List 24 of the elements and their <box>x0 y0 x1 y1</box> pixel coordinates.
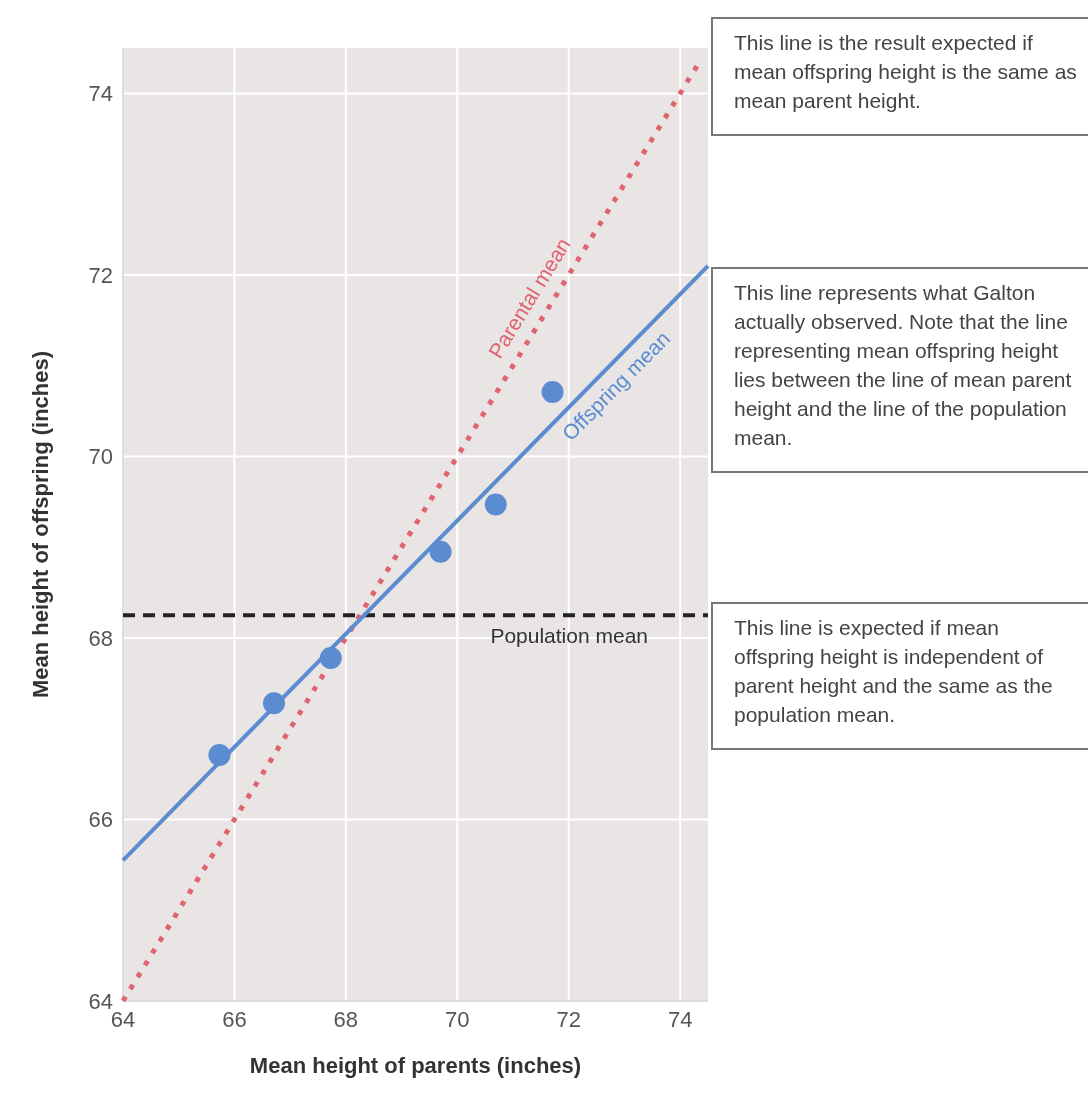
point <box>262 692 285 715</box>
ref-line-label: Population mean <box>490 624 648 648</box>
text: This line is the result expected if mean offspring height is the same as mean parent height. <box>734 31 1077 112</box>
y-tick-label: 64 <box>88 989 113 1014</box>
point <box>208 744 231 767</box>
x-tick-label: 72 <box>556 1007 581 1032</box>
y-tick-label: 72 <box>88 262 113 288</box>
y-tick-label: 70 <box>88 444 113 470</box>
y-axis-title: Mean height of offspring (inches) <box>28 350 53 699</box>
point <box>429 540 452 563</box>
y-tick-label: 66 <box>88 807 113 833</box>
x-tick-label: 64 <box>110 1007 136 1032</box>
point <box>319 646 342 669</box>
point <box>541 380 564 403</box>
text: This line is expected if mean offspring height is independent of parent height and the same as the population mean. <box>734 616 1053 726</box>
x-tick-label: 74 <box>667 1007 693 1032</box>
y-tick-label: 74 <box>88 81 113 107</box>
x-tick-label: 70 <box>445 1007 470 1032</box>
point <box>484 493 507 516</box>
y-tick-label: 68 <box>88 625 113 651</box>
x-tick-label: 66 <box>222 1007 247 1032</box>
x-tick-label: 68 <box>333 1007 359 1032</box>
x-axis-title: Mean height of parents (inches) <box>249 1053 582 1078</box>
text: This line represents what Galton actually observed. Note that the line representing mean offspring height lies between the line of mean parent height and the line of the population mean. <box>734 281 1072 449</box>
